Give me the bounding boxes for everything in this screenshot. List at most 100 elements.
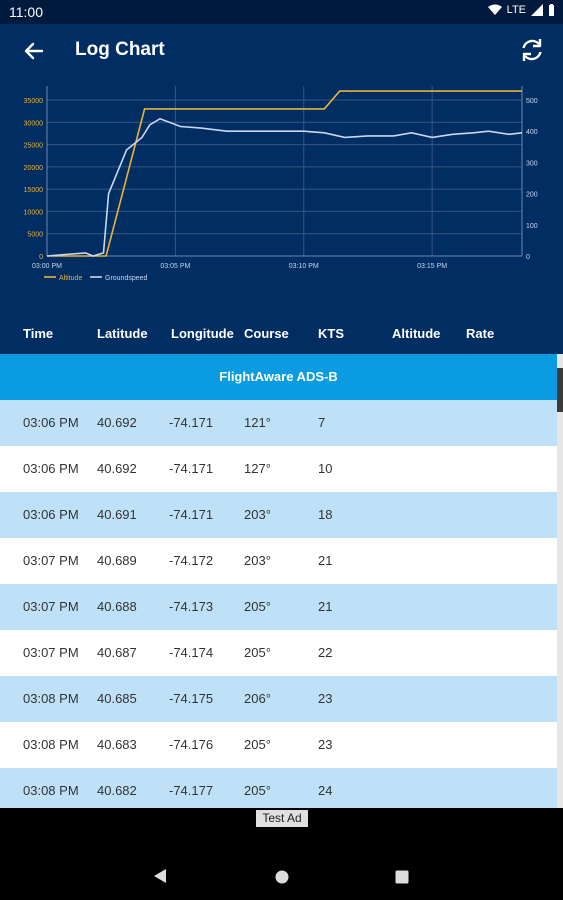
cell-kts: 23 [318, 737, 333, 752]
cell-latitude: 40.682 [97, 783, 137, 798]
cell-latitude: 40.692 [97, 415, 137, 430]
square-recents-icon[interactable] [395, 870, 409, 884]
y-right-tick-label: 400 [526, 129, 538, 136]
cell-course: 205° [244, 783, 271, 798]
cell-longitude: -74.171 [169, 461, 214, 476]
test-ad-label: Test Ad [256, 810, 308, 827]
table-row[interactable]: 03:08 PM 40.682 -74.177 205° 24 [0, 768, 557, 808]
cell-time: 03:06 PM [23, 461, 79, 476]
cell-latitude: 40.685 [97, 691, 137, 706]
table-row[interactable]: 03:06 PM 40.692 -74.171 127° 10 [0, 446, 557, 492]
series-line-groundspeed [46, 117, 523, 257]
cell-course: 121° [244, 415, 271, 430]
table-row[interactable]: 03:07 PM 40.688 -74.173 205° 21 [0, 584, 557, 630]
y-right-tick-label: 300 [526, 160, 538, 167]
cell-latitude: 40.687 [97, 645, 137, 660]
y-right-tick-label: 500 [526, 98, 538, 105]
cell-time: 03:08 PM [23, 737, 79, 752]
y-left-tick-label: 0 [39, 254, 43, 261]
page-title: Log Chart [75, 39, 165, 60]
refresh-icon [522, 39, 542, 61]
cell-course: 206° [244, 691, 271, 706]
refresh-button[interactable] [517, 35, 547, 65]
cell-longitude: -74.175 [169, 691, 214, 706]
y-right-tick-label: 0 [526, 254, 530, 261]
cell-kts: 24 [318, 783, 333, 798]
log-chart: 0 5000 10000 15000 20000 25000 30000 35000 0 100 2… [0, 76, 563, 314]
column-header-time: Time [23, 326, 54, 341]
cell-course: 203° [244, 553, 271, 568]
status-icons: LTE [487, 4, 555, 16]
cell-course: 205° [244, 645, 271, 660]
cell-time: 03:06 PM [23, 415, 79, 430]
x-tick-label: 03:05 PM [160, 263, 190, 270]
cell-kts: 21 [318, 553, 333, 568]
table-row[interactable]: 03:06 PM 40.691 -74.171 203° 18 [0, 492, 557, 538]
cell-kts: 21 [318, 599, 333, 614]
cell-kts: 22 [318, 645, 333, 660]
x-tick-label: 03:00 PM [32, 263, 62, 270]
cell-course: 205° [244, 737, 271, 752]
column-header-latitude: Latitude [97, 326, 148, 341]
column-header-kts: KTS [318, 326, 344, 341]
cell-kts: 23 [318, 691, 333, 706]
y-left-tick-label: 35000 [24, 98, 44, 105]
table-row[interactable]: 03:07 PM 40.687 -74.174 205° 22 [0, 630, 557, 676]
y-left-tick-label: 10000 [24, 209, 44, 216]
wifi-icon [487, 4, 502, 15]
network-label: LTE [506, 4, 526, 16]
table-row[interactable]: 03:07 PM 40.689 -74.172 203° 21 [0, 538, 557, 584]
cell-time: 03:08 PM [23, 691, 79, 706]
cell-kts: 18 [318, 507, 333, 522]
y-left-tick-label: 15000 [24, 187, 44, 194]
cell-time: 03:06 PM [23, 507, 79, 522]
column-header-course: Course [244, 326, 289, 341]
battery-icon [549, 4, 554, 16]
legend-label-altitude: Altitude [59, 275, 82, 282]
status-bar: 11:00 LTE [0, 0, 563, 24]
scrollbar-thumb[interactable] [557, 368, 563, 412]
column-header-rate: Rate [466, 326, 495, 341]
table-row[interactable]: 03:06 PM 40.692 -74.171 121° 7 [0, 400, 557, 446]
cell-kts: 10 [318, 461, 333, 476]
cell-longitude: -74.176 [169, 737, 214, 752]
y-left-tick-label: 5000 [27, 232, 43, 239]
chart-svg: 0 5000 10000 15000 20000 25000 30000 35000 0 100 2… [24, 86, 538, 282]
arrow-left-icon [24, 42, 44, 60]
cell-latitude: 40.691 [97, 507, 137, 522]
x-tick-label: 03:15 PM [417, 263, 447, 270]
column-header-longitude: Longitude [171, 326, 234, 341]
signal-icon [531, 4, 543, 16]
x-tick-label: 03:10 PM [289, 263, 319, 270]
cell-longitude: -74.171 [169, 507, 214, 522]
cell-latitude: 40.683 [97, 737, 137, 752]
log-table[interactable]: 03:06 PM 40.692 -74.171 121° 7 03:06 PM 40.692… [0, 400, 557, 808]
cell-latitude: 40.689 [97, 553, 137, 568]
series-line-altitude [47, 90, 522, 257]
legend-label-groundspeed: Groundspeed [105, 275, 148, 282]
cell-longitude: -74.174 [169, 645, 214, 660]
cell-kts: 7 [318, 415, 326, 430]
cell-course: 203° [244, 507, 271, 522]
cell-longitude: -74.171 [169, 415, 214, 430]
circle-home-icon[interactable] [275, 870, 289, 884]
y-left-tick-label: 25000 [24, 143, 44, 150]
y-left-tick-label: 20000 [24, 165, 44, 172]
y-left-tick-label: 30000 [24, 120, 44, 127]
cell-longitude: -74.177 [169, 783, 214, 798]
cell-longitude: -74.173 [169, 599, 214, 614]
source-banner: FlightAware ADS-B [0, 354, 557, 400]
cell-time: 03:07 PM [23, 599, 79, 614]
triangle-back-icon[interactable] [153, 868, 167, 884]
table-row[interactable]: 03:08 PM 40.683 -74.176 205° 23 [0, 722, 557, 768]
cell-longitude: -74.172 [169, 553, 214, 568]
cell-course: 127° [244, 461, 271, 476]
system-nav-bar [0, 848, 563, 900]
cell-latitude: 40.692 [97, 461, 137, 476]
scrollbar-track[interactable] [557, 354, 563, 808]
table-row[interactable]: 03:08 PM 40.685 -74.175 206° 23 [0, 676, 557, 722]
app-bar: Log Chart [0, 24, 563, 76]
cell-time: 03:07 PM [23, 553, 79, 568]
back-button[interactable] [18, 36, 48, 66]
column-header-altitude: Altitude [392, 326, 441, 341]
